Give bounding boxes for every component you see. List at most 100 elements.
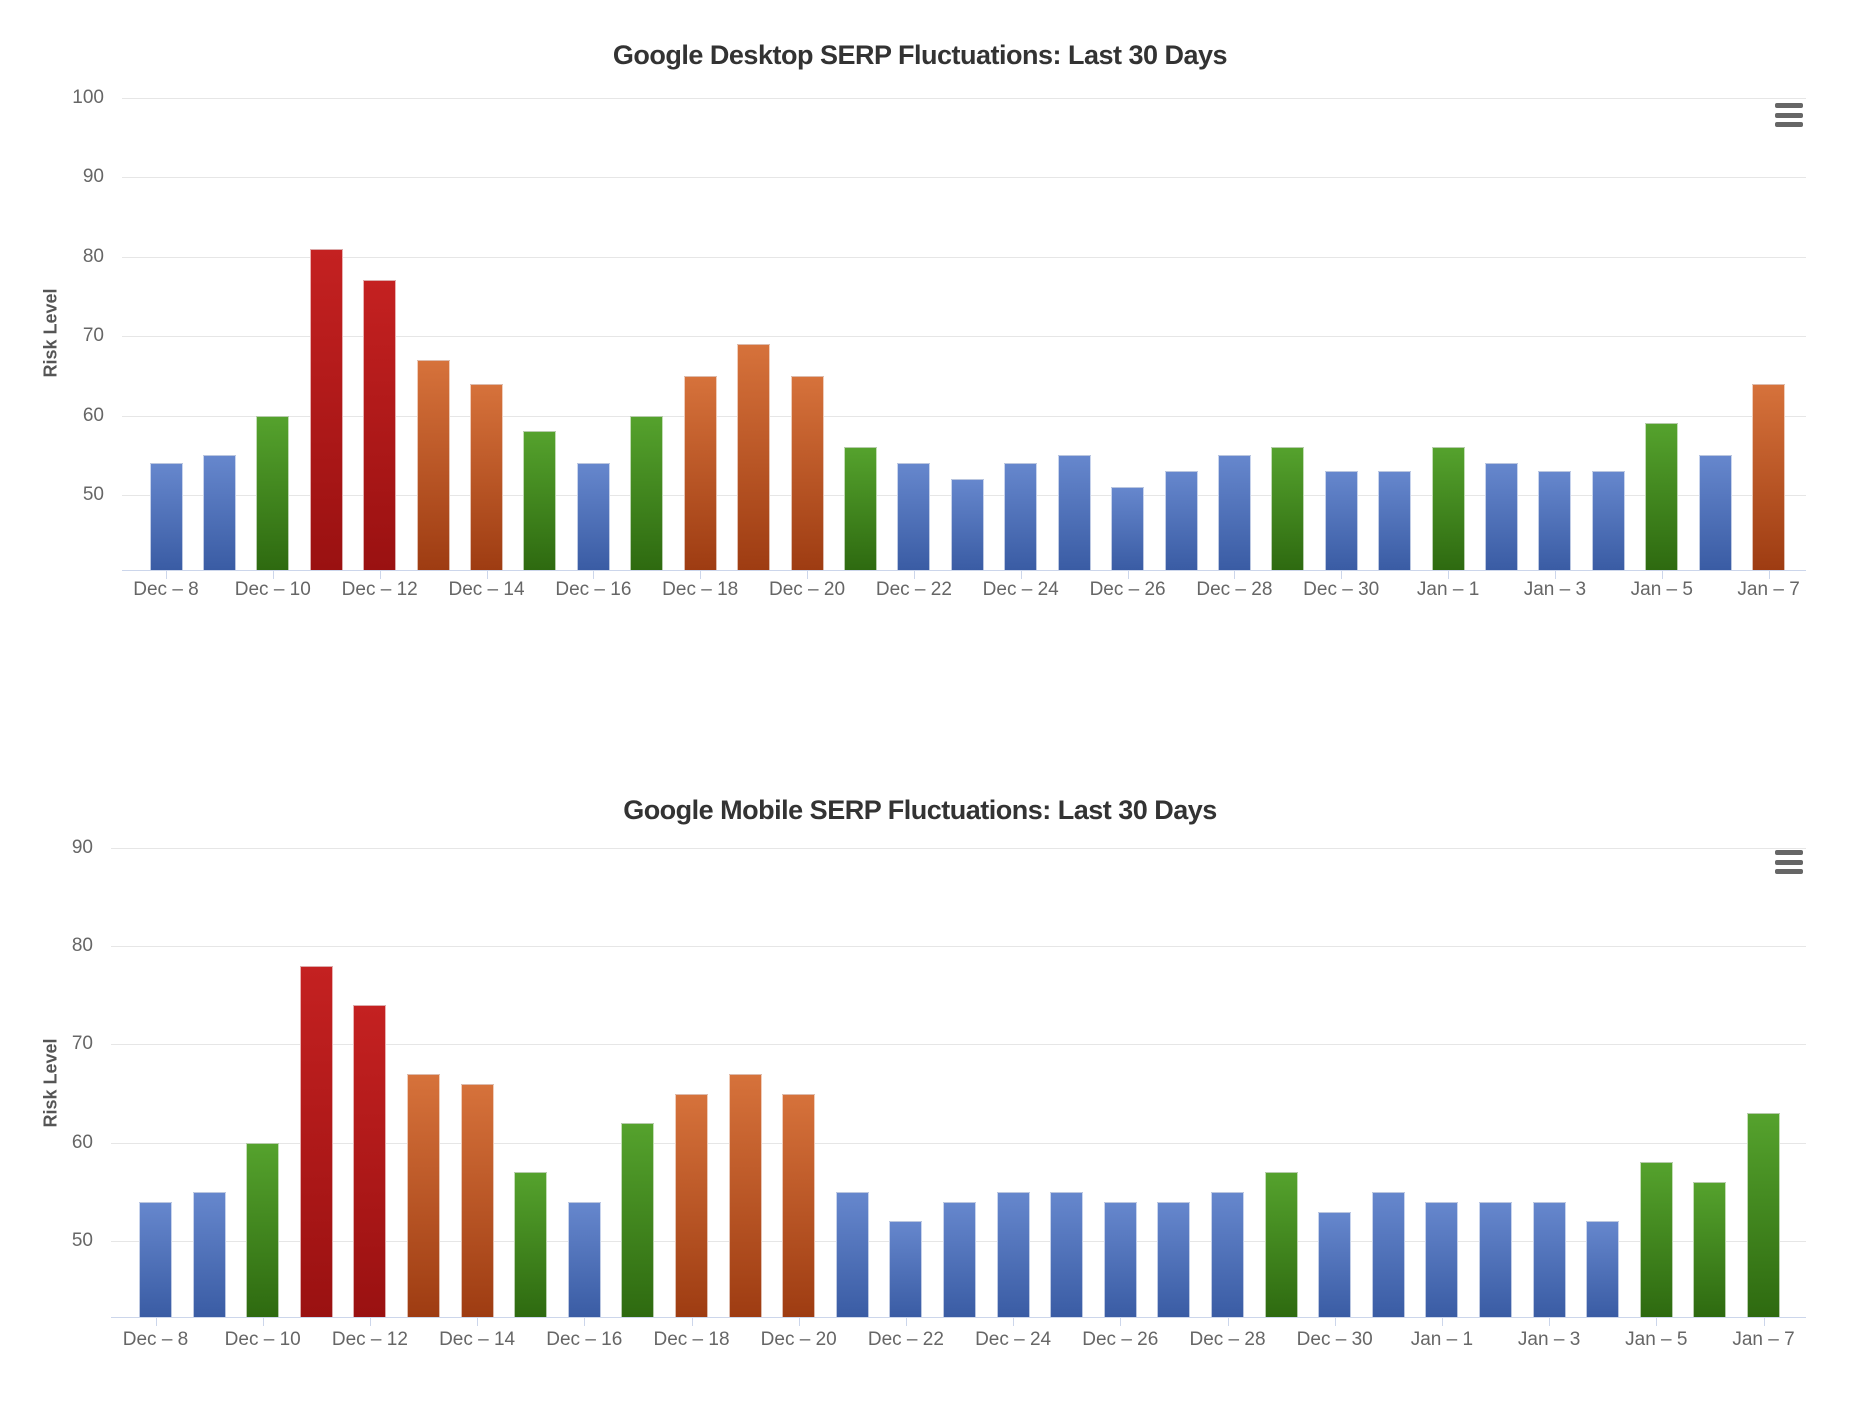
x-axis-tick [1441, 1318, 1443, 1326]
bar-dec-16[interactable] [567, 1201, 601, 1317]
bar-dec-10[interactable] [246, 1142, 280, 1317]
x-axis-tick-label: Dec – 30 [1296, 1329, 1373, 1350]
bar-dec-31[interactable] [1371, 1191, 1405, 1317]
bar-dec-14[interactable] [460, 1083, 494, 1317]
x-axis-tick-label: Dec – 24 [975, 1329, 1052, 1350]
bar-dec-20[interactable] [782, 1093, 816, 1317]
x-axis-tick [262, 1318, 264, 1326]
bar-dec-25[interactable] [1050, 1191, 1084, 1317]
x-axis-tick [272, 571, 274, 579]
bar-dec-27[interactable] [1157, 1201, 1191, 1317]
hamburger-bar [1775, 850, 1803, 855]
bar-dec-24[interactable] [996, 1191, 1030, 1317]
x-axis-tick-label: Jan – 3 [1517, 1329, 1581, 1350]
bar-dec-17[interactable] [630, 415, 664, 570]
x-axis-line [122, 570, 1806, 571]
bar-dec-24[interactable] [1004, 463, 1038, 570]
bar-dec-9[interactable] [202, 455, 236, 571]
bar-dec-8[interactable] [149, 463, 183, 570]
chart-title-desktop: Google Desktop SERP Fluctuations: Last 3… [612, 40, 1228, 70]
bar-dec-22[interactable] [889, 1221, 923, 1317]
bar-dec-18[interactable] [675, 1093, 708, 1317]
bar-dec-10[interactable] [256, 415, 290, 570]
bar-jan-4[interactable] [1591, 471, 1625, 570]
bar-dec-25[interactable] [1057, 455, 1091, 571]
bar-jan-3[interactable] [1532, 1201, 1566, 1317]
bar-dec-9[interactable] [192, 1191, 226, 1317]
bar-dec-28[interactable] [1217, 455, 1251, 571]
x-axis-tick [798, 1318, 800, 1326]
bar-dec-21[interactable] [835, 1191, 869, 1317]
bar-dec-11[interactable] [309, 248, 343, 570]
x-axis-tick-label: Dec – 28 [1196, 579, 1273, 600]
bar-jan-4[interactable] [1586, 1221, 1620, 1317]
x-axis-tick-label: Dec – 8 [122, 1329, 189, 1350]
bar-dec-14[interactable] [470, 383, 503, 570]
x-axis-tick [1448, 571, 1450, 579]
bar-dec-29[interactable] [1264, 1172, 1298, 1317]
bar-dec-30[interactable] [1318, 1211, 1352, 1317]
bar-dec-30[interactable] [1324, 471, 1358, 570]
bar-jan-7[interactable] [1747, 1113, 1780, 1317]
hamburger-bar [1775, 859, 1803, 865]
bar-dec-26[interactable] [1111, 487, 1145, 570]
bar-dec-12[interactable] [363, 280, 397, 570]
x-axis-tick-label: Dec – 18 [653, 1329, 730, 1350]
x-axis-tick-label: Jan – 7 [1737, 579, 1800, 600]
y-gridline-80 [111, 946, 1806, 948]
bar-dec-12[interactable] [353, 1005, 387, 1317]
bar-dec-16[interactable] [576, 463, 610, 570]
y-axis-tick-label: 80 [82, 245, 104, 267]
y-axis-tick-label: 70 [82, 325, 104, 346]
bar-jan-3[interactable] [1538, 471, 1572, 570]
bar-jan-1[interactable] [1425, 1201, 1459, 1317]
y-axis-tick-label: 50 [82, 484, 104, 505]
bar-dec-31[interactable] [1378, 471, 1412, 570]
y-gridline-80 [122, 256, 1806, 258]
bar-dec-13[interactable] [407, 1073, 440, 1317]
bar-dec-20[interactable] [790, 375, 824, 571]
bar-dec-15[interactable] [523, 431, 557, 570]
x-axis-tick-label: Dec – 16 [546, 1329, 623, 1350]
bar-dec-22[interactable] [897, 463, 931, 570]
chart-title-mobile: Google Mobile SERP Fluctuations: Last 30… [623, 795, 1217, 825]
bar-dec-23[interactable] [950, 479, 984, 570]
x-axis-tick-label: Dec – 10 [234, 579, 311, 600]
bar-dec-19[interactable] [728, 1073, 762, 1317]
x-axis-tick-label: Dec – 26 [1082, 1329, 1159, 1350]
bar-jan-2[interactable] [1479, 1201, 1512, 1317]
bar-dec-11[interactable] [299, 965, 333, 1317]
bar-dec-21[interactable] [844, 447, 877, 570]
x-axis-tick [1768, 571, 1770, 579]
bar-jan-5[interactable] [1639, 1162, 1673, 1317]
y-axis-tick-label: 70 [71, 1033, 93, 1055]
bar-jan-6[interactable] [1693, 1182, 1727, 1317]
y-gridline-60 [122, 415, 1806, 417]
export-hamburger-menu-icon[interactable] [1772, 848, 1806, 876]
bar-jan-6[interactable] [1698, 455, 1732, 571]
bar-dec-15[interactable] [514, 1172, 548, 1317]
hamburger-bar [1775, 112, 1803, 118]
x-axis-tick [1127, 571, 1129, 579]
x-axis-tick-label: Dec – 22 [875, 579, 952, 600]
bar-dec-23[interactable] [943, 1201, 976, 1317]
bar-dec-18[interactable] [683, 375, 717, 571]
bar-jan-2[interactable] [1485, 463, 1518, 570]
bar-jan-7[interactable] [1752, 383, 1786, 570]
y-axis-tick-label: 100 [72, 86, 104, 108]
bar-dec-29[interactable] [1271, 447, 1305, 570]
x-axis-tick-label: Dec – 16 [555, 579, 632, 600]
export-hamburger-menu-icon[interactable] [1772, 101, 1806, 129]
bar-dec-19[interactable] [737, 343, 771, 570]
bar-jan-1[interactable] [1431, 447, 1465, 570]
x-axis-tick-label: Dec – 20 [760, 1329, 837, 1350]
bar-dec-8[interactable] [139, 1201, 172, 1317]
bar-jan-5[interactable] [1645, 423, 1679, 570]
bar-dec-17[interactable] [621, 1123, 655, 1317]
bar-dec-26[interactable] [1103, 1201, 1137, 1317]
bar-dec-27[interactable] [1164, 471, 1198, 570]
bar-dec-28[interactable] [1211, 1191, 1244, 1317]
bar-dec-13[interactable] [416, 359, 450, 570]
x-axis-tick [477, 1318, 479, 1326]
x-axis-tick [166, 571, 167, 579]
